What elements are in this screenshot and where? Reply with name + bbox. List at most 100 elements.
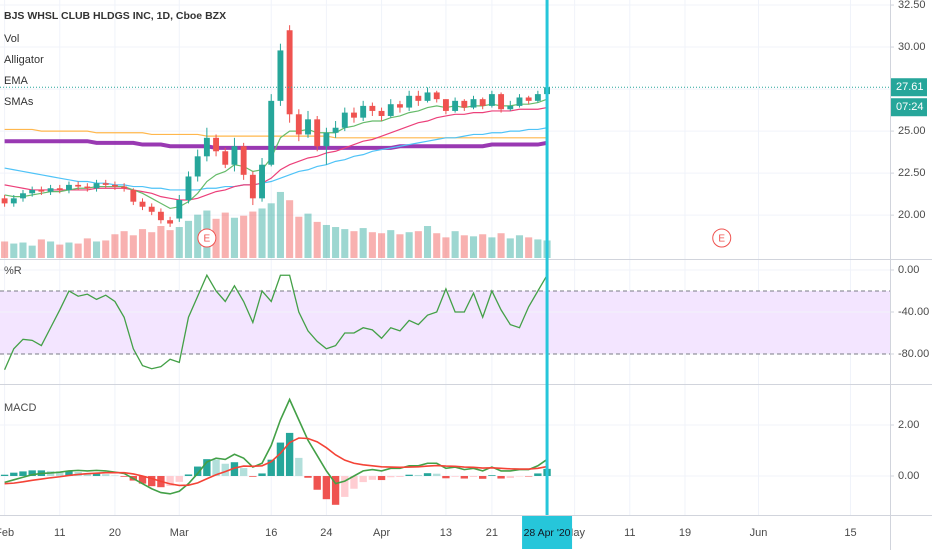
candle-body: [470, 99, 477, 108]
candle-body: [47, 188, 54, 192]
histogram-bar: [148, 475, 156, 487]
candle-body: [259, 164, 265, 199]
y-tick-label: -40.00: [898, 306, 929, 318]
candle-body: [102, 183, 109, 185]
candle-body: [488, 94, 495, 106]
histogram-bar: [10, 472, 18, 476]
candle-body: [498, 94, 505, 110]
volume-bar: [120, 231, 128, 258]
volume-bar: [304, 213, 312, 258]
candle-body: [111, 184, 118, 187]
x-tick-label: Feb: [0, 527, 14, 539]
candle-body: [213, 137, 220, 152]
earnings-marker: [197, 228, 217, 248]
histogram-bar: [184, 474, 193, 476]
x-tick-label: Mar: [170, 527, 189, 539]
indicator-label: EMA: [4, 75, 29, 87]
countdown-label: 07:24: [896, 101, 924, 113]
histogram-bar: [524, 475, 533, 477]
histogram-bar: [451, 475, 459, 477]
histogram-bar: [19, 471, 27, 476]
volume-bar: [10, 243, 18, 258]
volume-bar: [286, 200, 294, 258]
indicator-label: SMAs: [4, 96, 34, 108]
volume-bar: [423, 226, 432, 258]
indicator-label: Alligator: [4, 54, 44, 66]
histogram-bar: [368, 475, 377, 480]
volume-bar: [157, 226, 165, 258]
x-tick-label: 19: [679, 527, 691, 539]
histogram-bar: [28, 470, 36, 476]
candle-body: [268, 100, 275, 165]
volume-bar: [221, 212, 229, 258]
histogram-bar: [83, 473, 92, 476]
histogram-bar: [56, 471, 64, 476]
candle-body: [93, 183, 100, 189]
candle-body: [130, 189, 137, 202]
volume-bar: [249, 211, 257, 258]
histogram-bar: [359, 475, 367, 483]
volume-bar: [230, 217, 238, 258]
histogram-bar: [442, 475, 450, 479]
histogram-bar: [92, 473, 101, 476]
histogram-bar: [276, 442, 285, 476]
histogram-bar: [203, 459, 211, 476]
volume-bar: [28, 245, 36, 258]
histogram-bar: [193, 466, 202, 476]
volume-bar: [166, 230, 174, 258]
histogram-bar: [341, 475, 349, 497]
candle-body: [452, 100, 459, 111]
candle-body: [507, 105, 514, 110]
volume-bar: [433, 233, 441, 258]
histogram-bar: [350, 475, 358, 489]
volume-bar: [332, 227, 340, 258]
volume-bar: [460, 235, 468, 258]
histogram-bar: [166, 475, 174, 486]
volume-bar: [488, 237, 496, 258]
candle-body: [378, 110, 385, 116]
histogram-bar: [267, 459, 275, 476]
x-tick-label: Jun: [750, 527, 768, 539]
y-tick-label: 0.00: [898, 470, 919, 482]
band-fill: [0, 290, 890, 355]
candle-body: [415, 95, 422, 101]
volume-bar: [19, 242, 27, 258]
candle-body: [75, 184, 82, 187]
chart-title: BJS WHSL CLUB HLDGS INC, 1D, Cboe BZX: [4, 10, 226, 22]
volume-bar: [479, 234, 487, 258]
candle-body: [10, 198, 17, 204]
y-tick-label: 20.00: [898, 209, 926, 221]
volume-bar: [313, 221, 321, 258]
volume-bar: [368, 232, 376, 258]
candle-body: [203, 137, 210, 157]
candle-body: [194, 156, 201, 177]
volume-bar: [184, 220, 193, 258]
candle-body: [240, 146, 247, 175]
histogram-bar: [377, 475, 386, 481]
histogram-bar: [239, 468, 248, 476]
volume-bar: [276, 191, 284, 258]
candle-body: [249, 174, 256, 199]
histogram-bar: [304, 475, 312, 478]
histogram-bar: [230, 462, 239, 476]
candle-body: [397, 104, 403, 108]
y-tick-label: 22.50: [898, 167, 926, 179]
volume-bar: [322, 224, 330, 258]
candle-body: [406, 95, 413, 108]
last-price-box: [891, 78, 927, 97]
histogram-bar: [221, 463, 229, 476]
volume-bar: [175, 227, 183, 258]
volume-bar: [240, 215, 248, 258]
volume-bar: [341, 229, 349, 258]
candle-body: [29, 189, 36, 194]
volume-bar: [350, 231, 358, 258]
candle-body: [461, 100, 468, 108]
last-price-label: 27.61: [896, 81, 924, 93]
x-tick-label: 11: [624, 527, 635, 539]
volume-bar: [267, 203, 275, 258]
volume-bar: [148, 232, 156, 258]
candle-body: [185, 176, 192, 201]
candle-body: [295, 114, 302, 135]
